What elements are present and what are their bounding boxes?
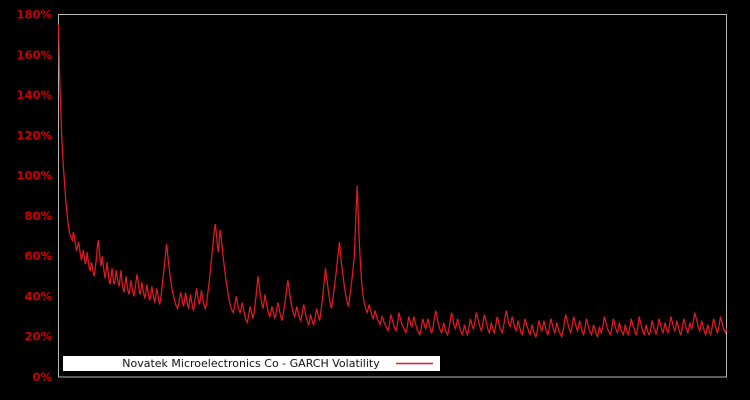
y-axis-tick-labels: 0% 20% 40% 60% 80% 100% 120% 140% 160% 180% <box>16 8 52 385</box>
y-axis-tick-label: 80% <box>24 209 52 223</box>
y-axis-tick-label: 180% <box>16 8 52 22</box>
y-axis-tick-label: 120% <box>16 128 52 142</box>
legend-background <box>63 356 440 371</box>
y-axis-tick-label: 0% <box>32 370 52 384</box>
y-axis-tick-label: 20% <box>24 330 52 344</box>
volatility-line-series <box>58 24 727 339</box>
y-axis-tick-label: 60% <box>24 249 52 263</box>
y-axis-tick-label: 160% <box>16 48 52 62</box>
y-axis-tick-label: 40% <box>24 289 52 303</box>
legend-label: Novatek Microelectronics Co - GARCH Vola… <box>122 357 380 370</box>
y-axis-tick-label: 100% <box>16 169 52 183</box>
plot-area-border <box>58 14 727 378</box>
chart-legend: Novatek Microelectronics Co - GARCH Vola… <box>63 356 440 371</box>
y-axis-tick-label: 140% <box>16 88 52 102</box>
